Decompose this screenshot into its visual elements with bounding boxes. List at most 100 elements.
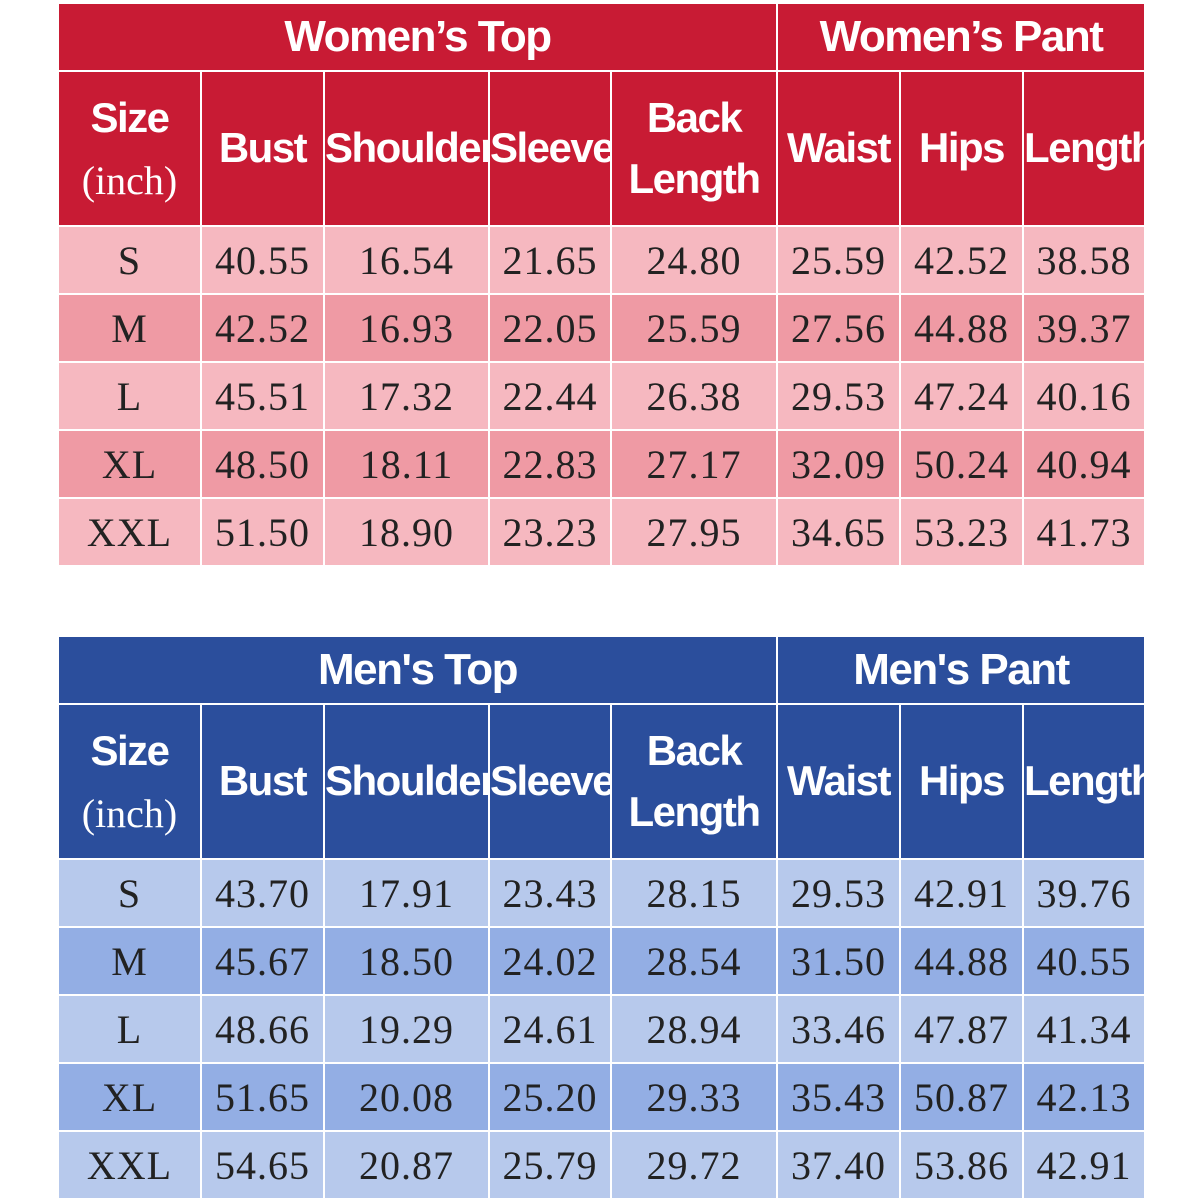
size-label: Size — [90, 726, 170, 774]
size-column-header: Size (inch) — [57, 703, 202, 860]
size-cell: M — [57, 926, 202, 996]
size-cell: XXL — [57, 497, 202, 567]
shoulder-cell: 20.08 — [323, 1062, 490, 1132]
mens-data-rows: S 43.70 17.91 23.43 28.15 29.53 42.91 39… — [57, 858, 1147, 1200]
shoulder-cell: 16.54 — [323, 225, 490, 295]
length-column-header: Length — [1022, 703, 1147, 860]
back-length-cell: 29.33 — [609, 1062, 779, 1132]
shoulder-cell: 20.87 — [323, 1130, 490, 1200]
back-length-cell: 27.17 — [609, 429, 779, 499]
length-cell: 41.34 — [1022, 994, 1147, 1064]
size-cell: XL — [57, 1062, 202, 1132]
shoulder-cell: 18.11 — [323, 429, 490, 499]
hips-column-header: Hips — [899, 70, 1025, 227]
waist-column-header: Waist — [776, 703, 902, 860]
hips-cell: 50.87 — [899, 1062, 1025, 1132]
mens-size-table: Men's Top Men's Pant Size (inch) Bust Sh… — [56, 635, 1147, 1200]
waist-cell: 33.46 — [776, 994, 902, 1064]
size-column-header: Size (inch) — [57, 70, 202, 227]
hips-cell: 47.87 — [899, 994, 1025, 1064]
length-cell: 42.91 — [1022, 1130, 1147, 1200]
table-row: L 48.66 19.29 24.61 28.94 33.46 47.87 41… — [57, 994, 1147, 1064]
bust-column-header: Bust — [200, 703, 325, 860]
back-length-column-header: Back Length — [609, 703, 779, 860]
mens-pant-title: Men's Pant — [776, 635, 1147, 705]
bust-cell: 40.55 — [200, 225, 325, 295]
back-length-cell: 27.95 — [609, 497, 779, 567]
sleeve-cell: 25.79 — [488, 1130, 612, 1200]
length-cell: 40.16 — [1022, 361, 1147, 431]
group-header-row: Men's Top Men's Pant — [56, 635, 1147, 705]
back-length-cell: 28.94 — [609, 994, 779, 1064]
table-row: S 43.70 17.91 23.43 28.15 29.53 42.91 39… — [57, 858, 1147, 928]
size-cell: S — [57, 858, 202, 928]
back-length-cell: 28.15 — [609, 858, 779, 928]
waist-cell: 27.56 — [776, 293, 902, 363]
bust-column-header: Bust — [200, 70, 325, 227]
bust-cell: 54.65 — [200, 1130, 325, 1200]
waist-cell: 31.50 — [776, 926, 902, 996]
table-row: XXL 51.50 18.90 23.23 27.95 34.65 53.23 … — [57, 497, 1147, 567]
waist-cell: 32.09 — [776, 429, 902, 499]
back-length-label-line2: Length — [628, 154, 761, 202]
size-cell: M — [57, 293, 202, 363]
sleeve-cell: 22.83 — [488, 429, 612, 499]
table-row: M 42.52 16.93 22.05 25.59 27.56 44.88 39… — [57, 293, 1147, 363]
hips-cell: 42.91 — [899, 858, 1025, 928]
hips-column-header: Hips — [899, 703, 1025, 860]
sleeve-column-header: Sleeve — [488, 70, 612, 227]
length-cell: 38.58 — [1022, 225, 1147, 295]
back-length-cell: 25.59 — [609, 293, 779, 363]
size-cell: L — [57, 361, 202, 431]
bust-cell: 51.50 — [200, 497, 325, 567]
table-row: S 40.55 16.54 21.65 24.80 25.59 42.52 38… — [57, 225, 1147, 295]
back-length-label-line1: Back — [646, 93, 743, 141]
sleeve-cell: 23.23 — [488, 497, 612, 567]
shoulder-cell: 18.90 — [323, 497, 490, 567]
back-length-column-header: Back Length — [609, 70, 779, 227]
shoulder-cell: 17.32 — [323, 361, 490, 431]
unit-label: (inch) — [81, 158, 178, 204]
back-length-cell: 24.80 — [609, 225, 779, 295]
bust-cell: 45.51 — [200, 361, 325, 431]
shoulder-cell: 17.91 — [323, 858, 490, 928]
sleeve-cell: 24.61 — [488, 994, 612, 1064]
hips-cell: 53.23 — [899, 497, 1025, 567]
back-length-label-line1: Back — [646, 726, 743, 774]
length-cell: 40.94 — [1022, 429, 1147, 499]
back-length-label-line2: Length — [628, 787, 761, 835]
shoulder-column-header: Shoulder — [323, 70, 490, 227]
womens-pant-title: Women’s Pant — [776, 2, 1147, 72]
bust-cell: 48.50 — [200, 429, 325, 499]
shoulder-cell: 16.93 — [323, 293, 490, 363]
column-header-row: Size (inch) Bust Shoulder Sleeve Back Le… — [57, 70, 1147, 227]
waist-cell: 29.53 — [776, 361, 902, 431]
sleeve-cell: 24.02 — [488, 926, 612, 996]
sleeve-cell: 22.05 — [488, 293, 612, 363]
bust-cell: 48.66 — [200, 994, 325, 1064]
waist-cell: 37.40 — [776, 1130, 902, 1200]
table-row: XXL 54.65 20.87 25.79 29.72 37.40 53.86 … — [57, 1130, 1147, 1200]
waist-cell: 34.65 — [776, 497, 902, 567]
bust-cell: 51.65 — [200, 1062, 325, 1132]
group-header-row: Women’s Top Women’s Pant — [56, 2, 1147, 72]
unit-label: (inch) — [81, 791, 178, 837]
shoulder-cell: 19.29 — [323, 994, 490, 1064]
bust-cell: 45.67 — [200, 926, 325, 996]
table-row: XL 51.65 20.08 25.20 29.33 35.43 50.87 4… — [57, 1062, 1147, 1132]
size-label: Size — [90, 93, 170, 141]
length-cell: 39.37 — [1022, 293, 1147, 363]
length-cell: 40.55 — [1022, 926, 1147, 996]
womens-size-table: Women’s Top Women’s Pant Size (inch) Bus… — [56, 2, 1147, 567]
hips-cell: 42.52 — [899, 225, 1025, 295]
shoulder-cell: 18.50 — [323, 926, 490, 996]
back-length-cell: 28.54 — [609, 926, 779, 996]
waist-cell: 25.59 — [776, 225, 902, 295]
size-cell: XXL — [57, 1130, 202, 1200]
sleeve-cell: 23.43 — [488, 858, 612, 928]
table-row: L 45.51 17.32 22.44 26.38 29.53 47.24 40… — [57, 361, 1147, 431]
bust-cell: 43.70 — [200, 858, 325, 928]
length-cell: 39.76 — [1022, 858, 1147, 928]
sleeve-column-header: Sleeve — [488, 703, 612, 860]
womens-data-rows: S 40.55 16.54 21.65 24.80 25.59 42.52 38… — [57, 225, 1147, 567]
